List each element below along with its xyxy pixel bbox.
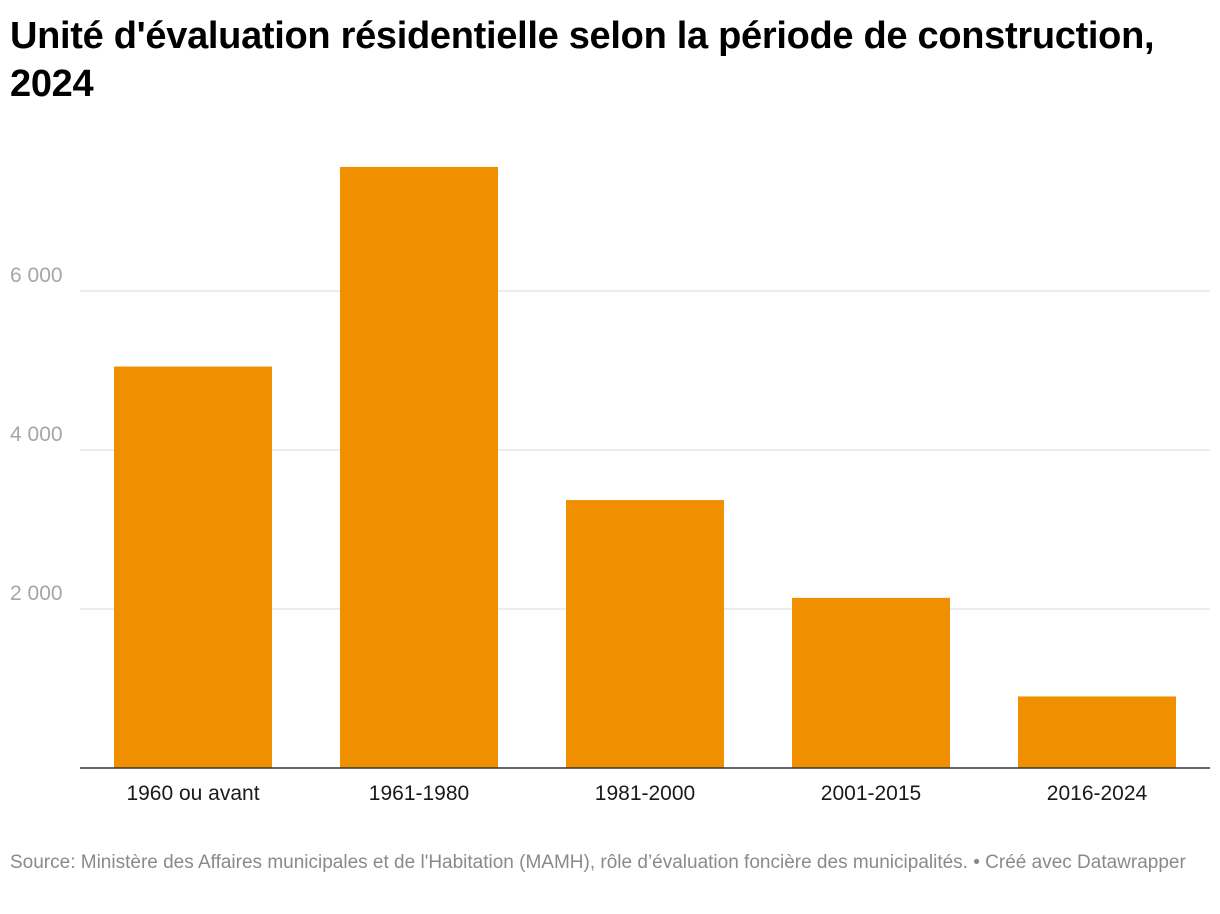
footer-separator: • xyxy=(973,852,986,873)
source-note: Source: Ministère des Affaires municipal… xyxy=(10,852,968,873)
x-tick-label: 2001-2015 xyxy=(821,782,921,805)
x-tick-label: 1981-2000 xyxy=(595,782,695,805)
y-tick-label: 6 000 xyxy=(10,264,63,287)
bar xyxy=(114,366,272,768)
bar xyxy=(1018,696,1176,768)
y-tick-label: 2 000 xyxy=(10,582,63,605)
chart-footer: Source: Ministère des Affaires municipal… xyxy=(10,849,1205,876)
bar xyxy=(340,166,498,769)
x-tick-label: 2016-2024 xyxy=(1047,782,1148,805)
x-tick-label: 1961-1980 xyxy=(369,782,469,805)
y-tick-label: 4 000 xyxy=(10,423,63,446)
category-labels: 1960 ou avant 1961-1980 1981-2000 2001-2015… xyxy=(126,782,1147,805)
x-tick-label: 1960 ou avant xyxy=(126,782,259,805)
bar xyxy=(792,597,950,768)
bars xyxy=(114,166,1176,769)
bar xyxy=(566,500,724,768)
credit-note: Créé avec Datawrapper xyxy=(985,852,1186,873)
chart-title: Unité d'évaluation résidentielle selon l… xyxy=(10,15,1155,105)
